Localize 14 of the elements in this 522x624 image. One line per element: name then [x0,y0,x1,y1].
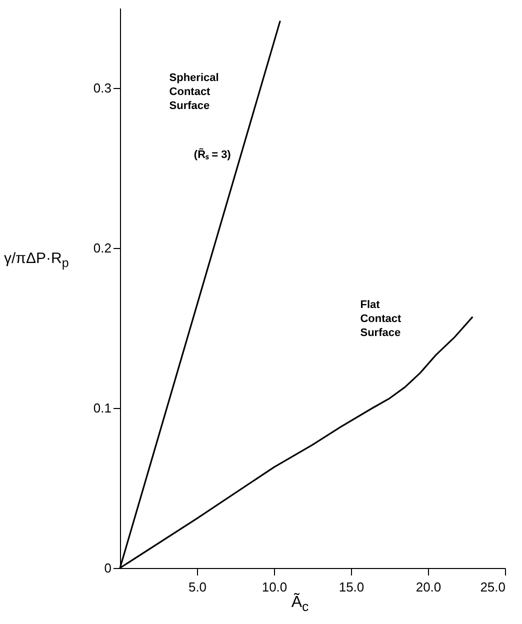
y-tick-label: 0.1 [93,400,112,416]
x-tick-label: 15.0 [338,580,364,594]
annotation: (R̃ₛ = 3) [194,148,232,161]
x-axis-title: Ã$_{c}$ [290,594,310,614]
x-tick-label: 25.0 [480,580,506,594]
x-tick-label: 20.0 [416,580,442,594]
x-tick-label: 5.0 [188,580,207,594]
y-axis-title: γ/πΔP·R$_{p}$ [4,250,69,270]
x-tick-label: 10.0 [262,580,288,594]
y-tick-label: 0 [104,560,112,576]
annotation: Flat Contact Surface [360,299,402,340]
annotation: Spherical Contact Surface [169,72,219,112]
y-tick-label: 0.3 [93,80,112,96]
y-tick-label: 0.2 [93,240,112,256]
